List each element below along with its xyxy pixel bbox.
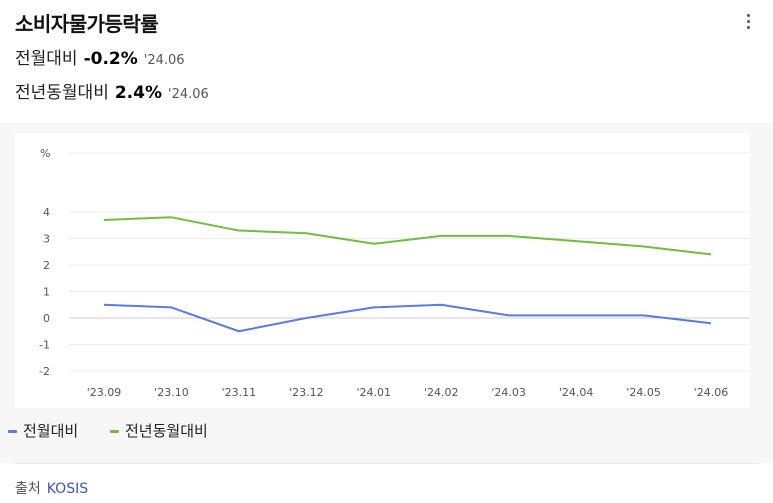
source: 출처 KOSIS — [15, 478, 88, 498]
stat-date: '24.06 — [168, 87, 209, 102]
legend-swatch — [110, 430, 119, 433]
stat-value: -0.2% — [83, 49, 138, 69]
chart-card: % 4 3 2 1 0 -1 -2 '23.09 '23.10 '23.11 '23.12 '24.01… — [14, 133, 750, 408]
x-tick-label: '24.06 — [694, 386, 729, 399]
more-options-icon[interactable] — [745, 14, 751, 36]
x-tick-label: '24.01 — [357, 386, 392, 399]
legend-item-yoy[interactable]: 전년동월대비 — [110, 420, 208, 441]
chart-area: % 4 3 2 1 0 -1 -2 '23.09 '23.10 '23.11 '23.12 '24.01… — [0, 123, 773, 463]
x-tick-label: '24.04 — [559, 386, 594, 399]
legend-item-mom[interactable]: 전월대비 — [8, 420, 78, 441]
x-tick-label: '23.10 — [154, 386, 189, 399]
stat-label: 전월대비 — [15, 49, 78, 69]
y-tick-label: 3 — [43, 233, 50, 246]
legend-label: 전년동월대비 — [125, 422, 208, 440]
stat-year-over-year: 전년동월대비 2.4% '24.06 — [15, 78, 209, 103]
y-tick-label: -1 — [39, 339, 50, 352]
x-tick-label: '23.12 — [289, 386, 324, 399]
y-tick-label: 0 — [43, 312, 50, 325]
stat-label: 전년동월대비 — [15, 83, 109, 103]
x-tick-label: '23.09 — [87, 386, 122, 399]
y-tick-label: -2 — [39, 365, 50, 378]
divider — [14, 463, 759, 464]
line-chart: % 4 3 2 1 0 -1 -2 '23.09 '23.10 '23.11 '23.12 '24.01… — [39, 147, 750, 399]
y-axis-unit-label: % — [40, 147, 50, 160]
card-header: 소비자물가등락률 전월대비 -0.2% '24.06 전년동월대비 2.4% '24.0… — [0, 0, 773, 122]
legend-label: 전월대비 — [23, 422, 79, 440]
x-tick-label: '24.02 — [424, 386, 459, 399]
card-title: 소비자물가등락률 — [15, 12, 159, 36]
x-tick-label: '23.11 — [222, 386, 257, 399]
chart-legend: 전월대비 전년동월대비 — [0, 410, 773, 454]
y-tick-label: 1 — [43, 286, 50, 299]
source-link[interactable]: KOSIS — [46, 481, 89, 497]
y-tick-label: 2 — [43, 259, 50, 272]
series-line-1 — [103, 216, 712, 256]
stat-month-over-month: 전월대비 -0.2% '24.06 — [15, 44, 185, 69]
series-line-0 — [103, 303, 712, 333]
x-tick-label: '24.05 — [626, 386, 661, 399]
source-label: 출처 — [15, 481, 41, 497]
stat-date: '24.06 — [143, 53, 185, 68]
legend-swatch — [8, 430, 17, 433]
x-tick-label: '24.03 — [491, 386, 526, 399]
stat-value: 2.4% — [114, 83, 162, 103]
y-tick-label: 4 — [43, 206, 50, 219]
